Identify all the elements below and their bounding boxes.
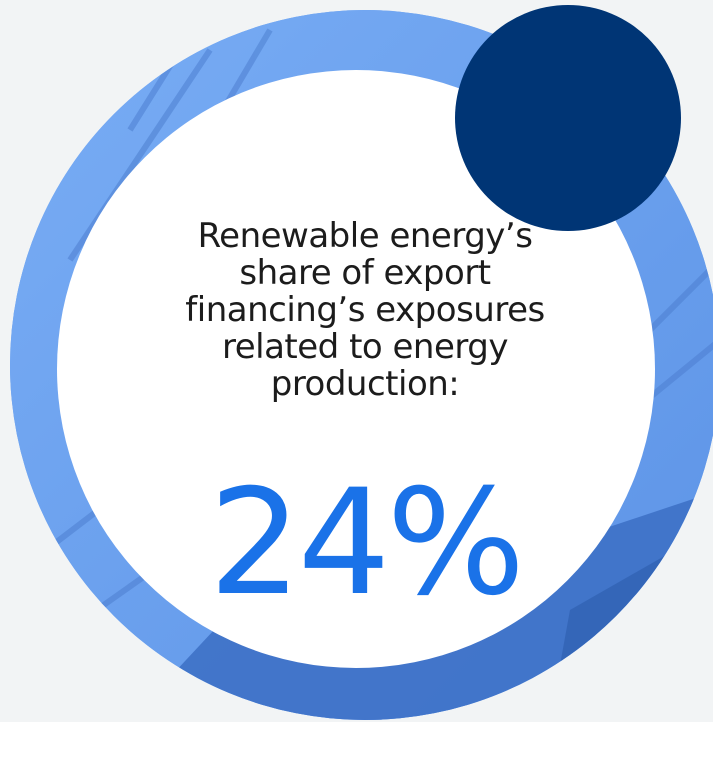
caption-line: related to energy [222,327,508,367]
callout-caption: Renewable energy’s share of export finan… [120,218,610,403]
caption-line: production: [270,364,460,404]
caption-line: share of export [239,253,491,293]
share-value: 24% [208,458,526,628]
accent-dot [455,5,681,231]
caption-line: financing’s exposures [185,290,545,330]
caption-line: Renewable energy’s [197,216,533,256]
